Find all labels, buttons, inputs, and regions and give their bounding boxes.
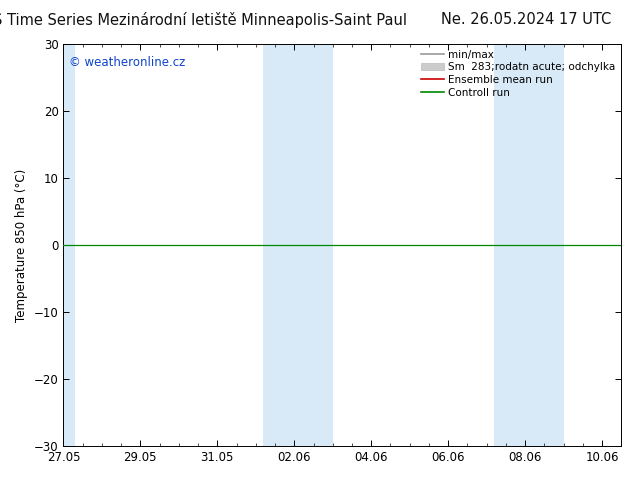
Text: ENS Time Series Mezinárodní letiště Minneapolis-Saint Paul: ENS Time Series Mezinárodní letiště Minn… [0, 12, 407, 28]
Bar [495, 44, 564, 446]
Text: © weatheronline.cz: © weatheronline.cz [69, 56, 185, 69]
Bar [52, 44, 75, 446]
Text: Ne. 26.05.2024 17 UTC: Ne. 26.05.2024 17 UTC [441, 12, 611, 27]
Bar [264, 44, 333, 446]
Y-axis label: Temperature 850 hPa (°C): Temperature 850 hPa (°C) [15, 169, 29, 321]
Legend: min/max, Sm  283;rodatn acute; odchylka, Ensemble mean run, Controll run: min/max, Sm 283;rodatn acute; odchylka, … [417, 46, 620, 102]
